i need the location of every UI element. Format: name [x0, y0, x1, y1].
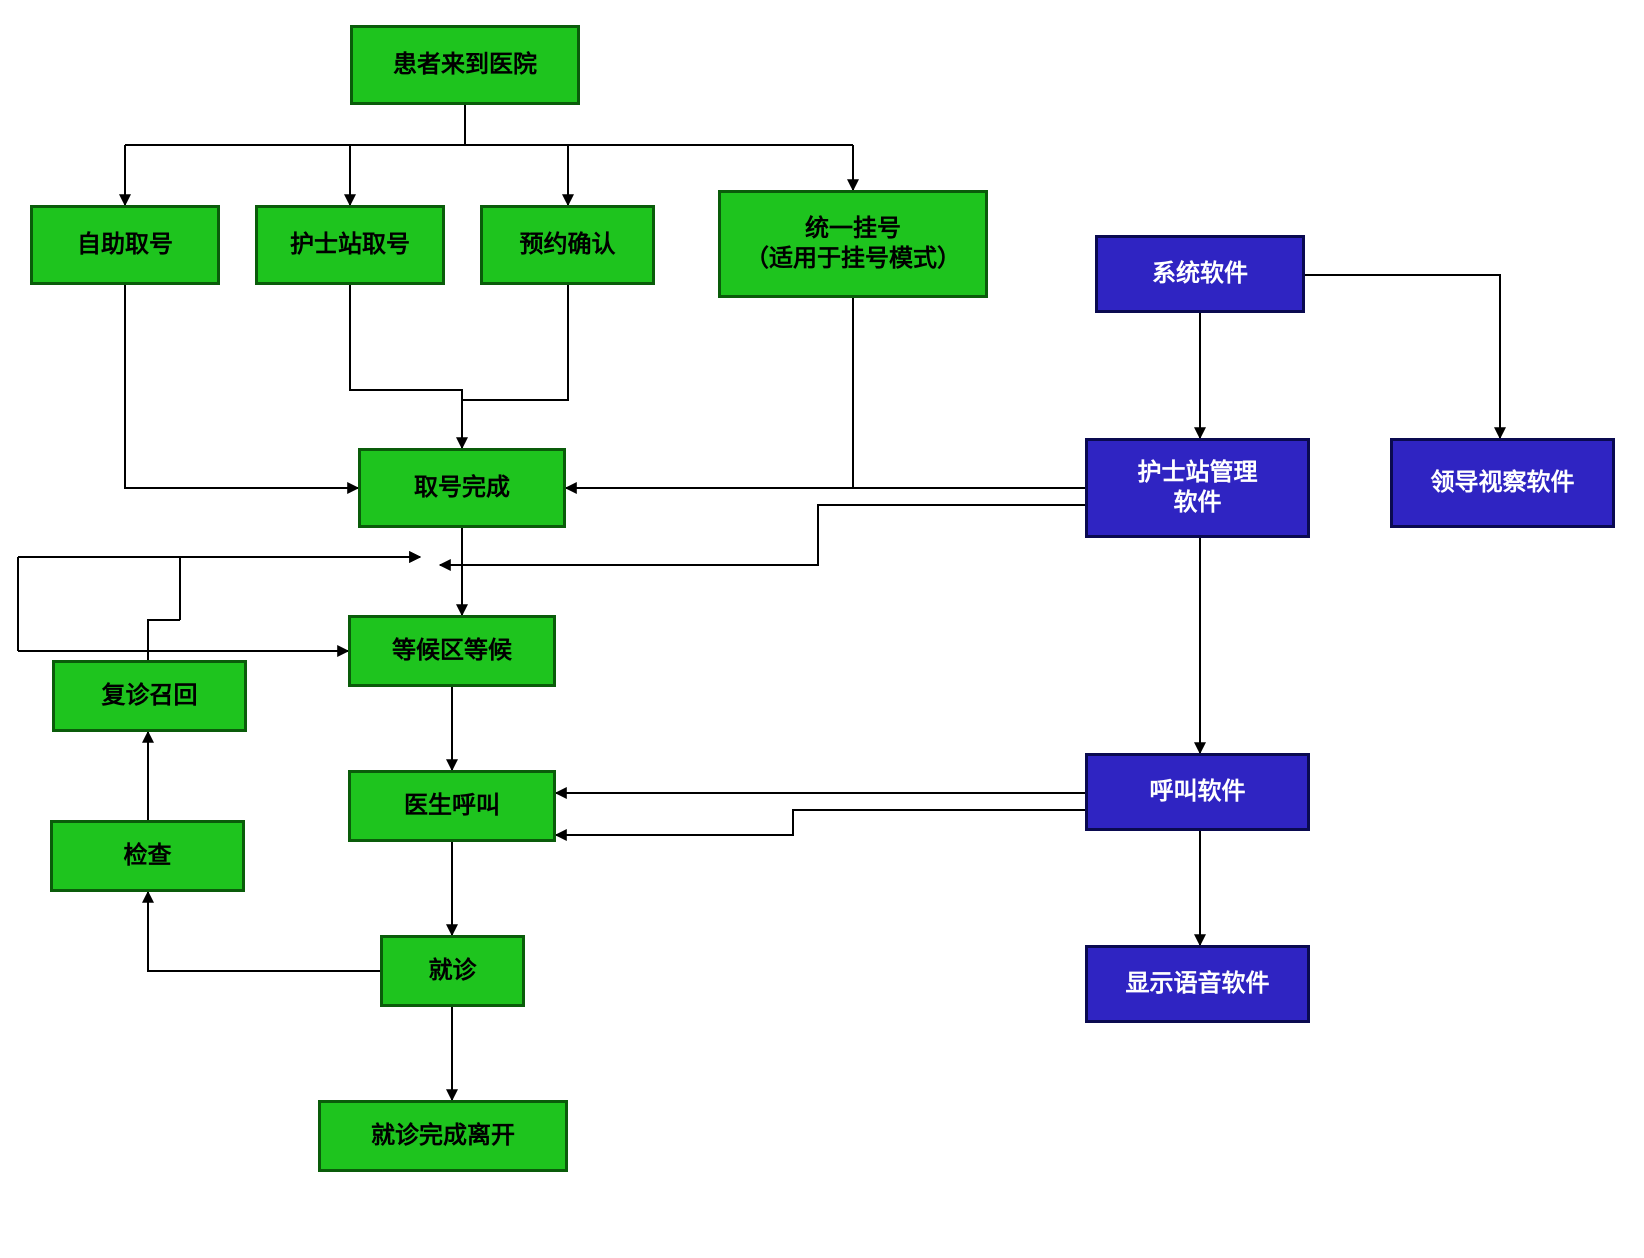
edge	[148, 620, 180, 660]
node-dr_call: 医生呼叫	[348, 770, 556, 842]
node-nurse_pick: 护士站取号	[255, 205, 445, 285]
node-av_soft: 显示语音软件	[1085, 945, 1310, 1023]
node-sys_soft: 系统软件	[1095, 235, 1305, 313]
edges-layer	[0, 0, 1644, 1258]
node-nurse_mgmt: 护士站管理 软件	[1085, 438, 1310, 538]
edge	[462, 285, 568, 400]
node-unified_reg: 统一挂号 （适用于挂号模式）	[718, 190, 988, 298]
edge	[556, 810, 1085, 835]
node-leave: 就诊完成离开	[318, 1100, 568, 1172]
node-recall: 复诊召回	[52, 660, 247, 732]
node-wait_area: 等候区等候	[348, 615, 556, 687]
node-check: 检查	[50, 820, 245, 892]
node-self_pick: 自助取号	[30, 205, 220, 285]
flowchart-canvas: 患者来到医院自助取号护士站取号预约确认统一挂号 （适用于挂号模式） 取号完成等候区…	[0, 0, 1644, 1258]
node-visit: 就诊	[380, 935, 525, 1007]
node-pick_done: 取号完成	[358, 448, 566, 528]
edge	[566, 298, 853, 488]
node-leader_view: 领导视察软件	[1390, 438, 1615, 528]
node-appoint_conf: 预约确认	[480, 205, 655, 285]
edge	[125, 285, 358, 488]
node-patient_arrive: 患者来到医院	[350, 25, 580, 105]
edge	[350, 285, 462, 448]
edge	[1305, 275, 1500, 438]
node-call_soft: 呼叫软件	[1085, 753, 1310, 831]
edge	[180, 557, 420, 620]
edge	[148, 892, 380, 971]
